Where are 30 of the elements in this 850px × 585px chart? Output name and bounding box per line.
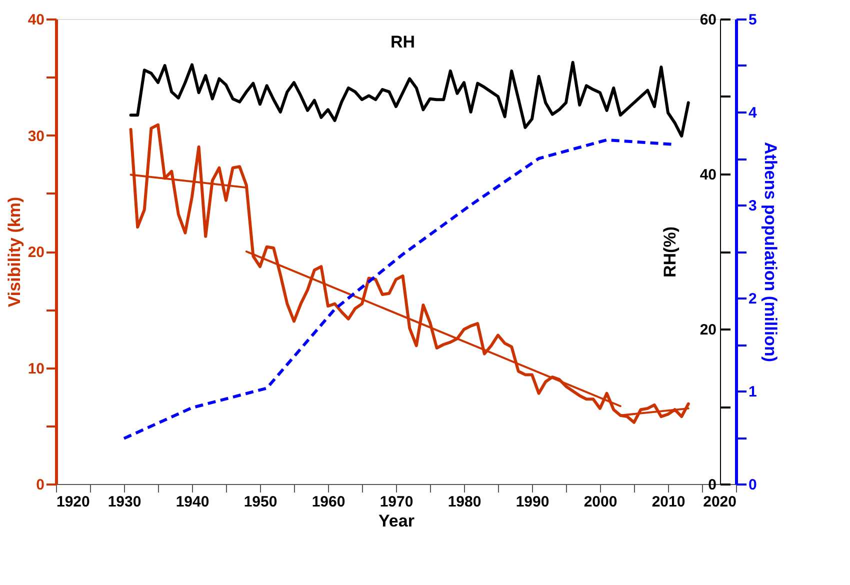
y3-tick-label: 5	[748, 12, 757, 28]
y3-tick-label: 3	[748, 198, 757, 214]
x-tick-label: 1930	[108, 494, 142, 510]
y3-axis-title: Athens population (million)	[760, 142, 780, 362]
y2-tick-label: 40	[700, 166, 716, 184]
x-tick-label: 1980	[448, 494, 482, 510]
y-tick-label: 30	[28, 128, 44, 145]
x-tick-label: 1920	[56, 494, 90, 510]
x-tick-label: 2020	[703, 494, 736, 510]
y3-tick-label: 2	[748, 290, 757, 308]
y-tick-label: 40	[28, 12, 44, 28]
y2-tick-label: 20	[700, 322, 716, 338]
x-tick-label: 1960	[312, 494, 346, 510]
x-tick-label: 1970	[380, 494, 414, 510]
y3-tick-label: 4	[748, 104, 758, 122]
x-tick-label: 1990	[516, 494, 550, 510]
y2-axis-title: RH(%)	[660, 226, 680, 278]
x-tick-label: 1940	[176, 494, 210, 510]
y3-tick-label: 0	[748, 476, 757, 494]
x-tick-label: 2000	[584, 494, 618, 510]
series-label: RH	[390, 32, 416, 52]
y-tick-label: 0	[36, 476, 44, 494]
y-tick-label: 20	[28, 244, 44, 261]
y-tick-label: 10	[28, 360, 44, 378]
x-tick-label: 1950	[244, 494, 278, 510]
x-tick-label: 2010	[652, 494, 686, 510]
y2-tick-label: 60	[700, 12, 716, 28]
x-axis-title: Year	[378, 512, 415, 530]
y3-tick-label: 1	[748, 384, 757, 400]
y-axis-title: Visibility (km)	[4, 196, 24, 308]
